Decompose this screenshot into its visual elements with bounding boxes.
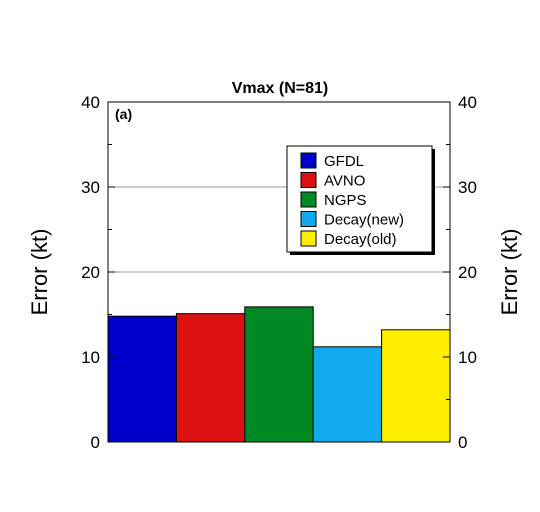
bars xyxy=(107,306,451,443)
legend-label: AVNO xyxy=(324,173,365,190)
legend-label: GFDL xyxy=(324,153,364,170)
legend-swatch xyxy=(300,211,317,227)
legend-swatch xyxy=(300,172,317,188)
bar-avno xyxy=(175,313,246,443)
y-tick-label-left: 20 xyxy=(81,263,100,282)
y-axis-label-right: Error (kt) xyxy=(497,229,522,316)
panel-label: (a) xyxy=(115,106,132,122)
y-tick-label-left: 30 xyxy=(81,178,100,197)
legend-label: Decay(old) xyxy=(324,231,397,248)
legend-swatch xyxy=(300,191,317,208)
y-tick-label-right: 10 xyxy=(458,348,477,367)
chart-title: Vmax (N=81) xyxy=(232,80,329,97)
legend-label: Decay(new) xyxy=(324,212,404,229)
bar-ngps xyxy=(244,306,314,443)
y-axis-label-left: Error (kt) xyxy=(27,229,52,316)
y-tick-label-left: 0 xyxy=(91,433,100,452)
left-axis-ticks: 0 10 20 30 40 xyxy=(81,93,115,452)
legend: GFDL AVNO NGPS Decay(new) Decay(old) xyxy=(286,145,435,255)
y-tick-label-right: 40 xyxy=(458,93,477,112)
legend-label: NGPS xyxy=(324,192,367,209)
y-tick-label-left: 40 xyxy=(81,93,100,112)
y-tick-label-right: 30 xyxy=(458,178,477,197)
y-tick-label-right: 20 xyxy=(458,263,477,282)
y-tick-label-left: 10 xyxy=(81,348,100,367)
bar-decay-old xyxy=(381,329,451,443)
legend-swatch xyxy=(300,230,317,247)
bar-decay-new xyxy=(312,346,383,443)
legend-swatch xyxy=(300,152,317,169)
bar-gfdl xyxy=(107,315,177,443)
y-tick-label-right: 0 xyxy=(458,433,467,452)
right-axis-ticks: 0 10 20 30 40 xyxy=(443,93,477,452)
